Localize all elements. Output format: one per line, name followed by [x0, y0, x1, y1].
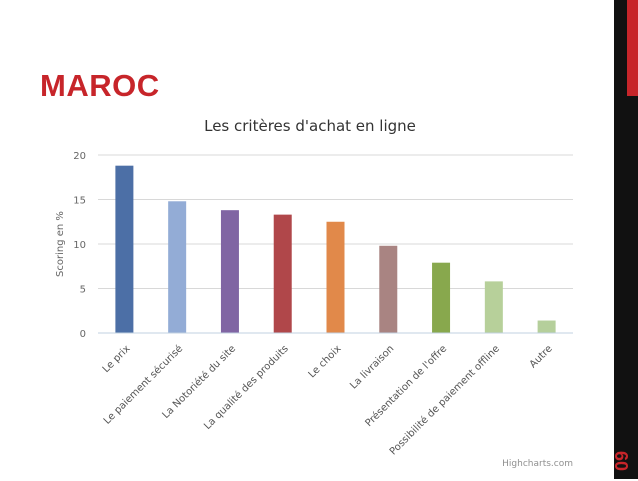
y-tick-label: 10 [73, 240, 86, 251]
page-number: 60 [611, 450, 631, 472]
bar-chart: Les critères d'achat en ligne Scoring en… [55, 117, 573, 469]
bar [220, 210, 239, 333]
bar [326, 221, 345, 333]
chart-title: Les critères d'achat en ligne [204, 117, 416, 135]
x-category-label: La livraison [348, 343, 396, 391]
bar [379, 245, 398, 333]
y-tick-label: 20 [73, 151, 86, 162]
credits: Highcharts.com [502, 459, 573, 469]
slide-title: MAROC [40, 68, 160, 103]
bars [115, 165, 556, 333]
y-tick-label: 0 [80, 329, 86, 340]
bar [168, 201, 187, 333]
y-tick-label: 5 [80, 285, 86, 296]
y-tick-label: 15 [73, 196, 86, 207]
y-axis-ticks: 0 5 10 15 20 [73, 151, 86, 340]
bar [115, 165, 134, 333]
bar [432, 262, 451, 333]
x-category-label: La qualité des produits [202, 343, 291, 432]
bar [484, 281, 503, 333]
x-category-label: Autre [528, 343, 555, 370]
x-category-label: Possibilité de paiement offline [387, 343, 502, 458]
y-axis-title: Scoring en % [55, 211, 66, 277]
x-category-label: Le prix [101, 343, 133, 375]
bar [273, 214, 292, 333]
bar [537, 320, 556, 333]
side-accent-stripe [627, 0, 638, 96]
x-category-label: Le choix [307, 343, 344, 380]
